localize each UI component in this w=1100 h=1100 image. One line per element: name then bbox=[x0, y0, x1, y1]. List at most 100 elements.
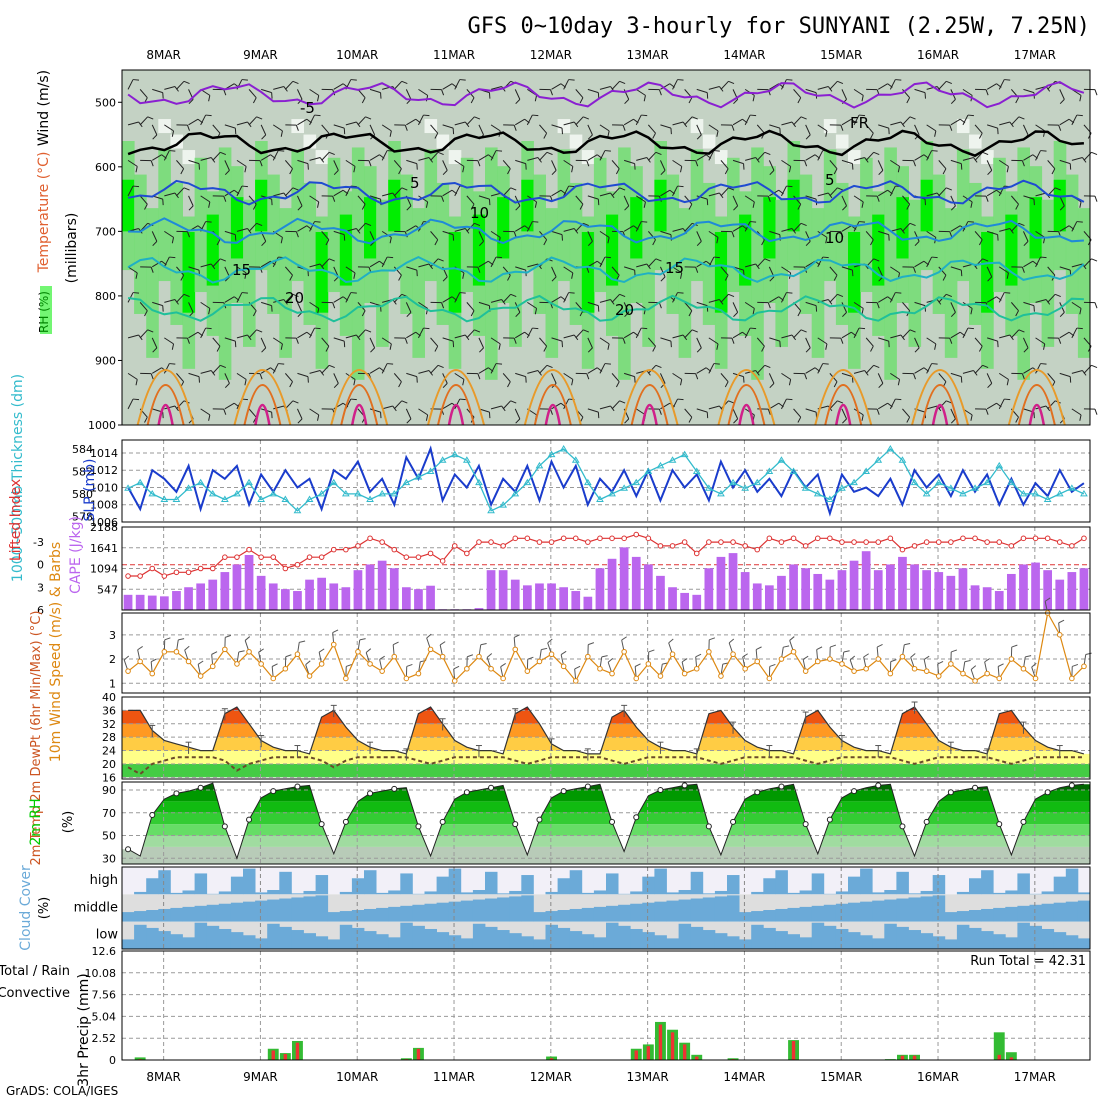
upper-wind-barb-flag bbox=[495, 256, 503, 259]
upper-wind-barb-flag bbox=[579, 310, 584, 317]
cape-bar bbox=[172, 591, 181, 610]
upper-wind-barb-flag bbox=[696, 347, 702, 353]
upper-wind-barb bbox=[672, 228, 684, 232]
upper-wind-barb bbox=[236, 334, 248, 339]
upper-wind-barb bbox=[986, 402, 997, 410]
upper-wind-barb bbox=[720, 373, 729, 383]
upper-wind-barb-flag bbox=[934, 343, 937, 350]
upper-wind-barb bbox=[176, 266, 185, 276]
upper-wind-barb-flag bbox=[805, 347, 811, 353]
upper-wind-barb bbox=[817, 256, 824, 268]
precip-run-total: Run Total = 42.31 bbox=[970, 954, 1086, 969]
upper-wind-barb-flag bbox=[728, 80, 735, 85]
wind-speed-point bbox=[790, 648, 797, 655]
upper-wind-barb-flag bbox=[1079, 95, 1082, 102]
upper-wind-barb bbox=[599, 256, 606, 268]
upper-wind-barb-flag bbox=[208, 308, 211, 315]
upper-wind-barb bbox=[599, 405, 611, 410]
upper-wind-barb bbox=[224, 124, 236, 129]
cloud-cell-middle bbox=[872, 900, 885, 922]
upper-wind-barb bbox=[829, 80, 838, 90]
upper-air-y-tick-label: 600 bbox=[95, 161, 116, 174]
upper-wind-barb-flag bbox=[261, 347, 267, 353]
upper-wind-barb bbox=[563, 159, 574, 167]
upper-wind-barb bbox=[502, 187, 512, 197]
upper-wind-barb bbox=[769, 124, 781, 129]
rh2m-point bbox=[972, 784, 979, 791]
rh2m-point bbox=[633, 814, 640, 821]
upper-wind-barb bbox=[974, 151, 983, 161]
cloud-cell-middle bbox=[763, 910, 776, 922]
upper-wind-barb bbox=[357, 329, 366, 339]
isotherm-5 bbox=[127, 179, 1085, 206]
cape-bar bbox=[898, 556, 907, 610]
upper-wind-barb-flag bbox=[724, 381, 729, 388]
upper-wind-barb-flag bbox=[477, 160, 481, 167]
upper-wind-barb-flag bbox=[1004, 79, 1011, 81]
cape-bar bbox=[946, 575, 956, 610]
wind-10m-barb-flag bbox=[843, 650, 850, 653]
upper-wind-barb-flag bbox=[295, 124, 299, 131]
wind-10m-barb-flag bbox=[816, 646, 823, 650]
date-label-bottom: 12MAR bbox=[530, 1070, 572, 1084]
precip-y-tick-label: 7.56 bbox=[92, 989, 117, 1002]
upper-wind-barb bbox=[950, 266, 962, 271]
cloud-cell-high bbox=[1041, 891, 1055, 895]
upper-wind-barb-flag bbox=[317, 95, 320, 102]
rh-moist-column bbox=[134, 174, 147, 314]
precip-convective-bar bbox=[646, 1046, 651, 1060]
upper-wind-barb bbox=[200, 263, 212, 268]
upper-wind-barb-flag bbox=[797, 97, 802, 104]
upper-wind-barb-flag bbox=[150, 266, 154, 273]
upper-wind-barb bbox=[551, 160, 557, 171]
upper-wind-barb bbox=[333, 124, 345, 129]
upper-wind-barb-flag bbox=[1059, 205, 1065, 211]
upper-wind-barb bbox=[1071, 114, 1078, 126]
upper-wind-barb-flag bbox=[220, 151, 227, 156]
upper-wind-barb-flag bbox=[978, 239, 983, 246]
upper-wind-barb bbox=[563, 266, 574, 274]
upper-wind-barb bbox=[442, 189, 453, 197]
upper-wind-barb-flag bbox=[186, 124, 190, 131]
upper-wind-barb bbox=[188, 266, 200, 271]
upper-wind-barb-flag bbox=[724, 168, 729, 175]
upper-wind-barb bbox=[599, 299, 611, 303]
upper-wind-barb-flag bbox=[800, 222, 807, 227]
upper-wind-barb-flag bbox=[950, 205, 956, 211]
temp-axis-label: 2m Temp 2m DewPt (6hr Min/Max) (°C) bbox=[29, 611, 44, 866]
upper-wind-barb-flag bbox=[1091, 151, 1098, 156]
cloud-cell-high bbox=[1053, 876, 1067, 895]
wind-10m-barb-flag bbox=[238, 650, 245, 653]
upper-wind-barb bbox=[890, 372, 900, 380]
cape-bar bbox=[305, 579, 314, 610]
upper-wind-barb-flag bbox=[398, 168, 402, 175]
upper-wind-barb bbox=[321, 124, 330, 134]
upper-wind-barb bbox=[248, 222, 257, 232]
upper-wind-barb-flag bbox=[135, 379, 138, 386]
upper-wind-barb-flag bbox=[1021, 373, 1025, 380]
lifted-point bbox=[681, 539, 688, 545]
rh-moist-column bbox=[424, 149, 438, 282]
cloud-cell-high bbox=[424, 891, 437, 895]
upper-wind-barb-flag bbox=[878, 170, 884, 176]
upper-wind-barb bbox=[527, 157, 539, 161]
cloud-cell-low bbox=[1077, 938, 1091, 949]
upper-wind-barb-flag bbox=[474, 222, 481, 227]
upper-wind-barb-flag bbox=[1058, 337, 1062, 344]
cloud-cell-middle bbox=[327, 912, 341, 922]
boundary-isotherm bbox=[921, 384, 959, 426]
wind-speed-point bbox=[899, 653, 906, 660]
chart-title: GFS 0~10day 3-hourly for SUNYANI (2.25W,… bbox=[467, 14, 1090, 39]
cloud-cell-high bbox=[472, 889, 486, 895]
upper-wind-barb bbox=[599, 230, 610, 238]
upper-wind-barb-flag bbox=[353, 379, 356, 386]
upper-wind-barb bbox=[1010, 329, 1020, 339]
cape-bar bbox=[825, 579, 835, 610]
temp-y-tick-label: 32 bbox=[102, 718, 116, 731]
upper-wind-barb-flag bbox=[256, 329, 263, 333]
thickness-y-tick-label: 578 bbox=[72, 510, 93, 523]
cloud-cell-high bbox=[751, 891, 764, 895]
cloud-cell-middle bbox=[956, 911, 970, 922]
upper-wind-barb-flag bbox=[586, 373, 590, 380]
upper-wind-barb bbox=[406, 266, 418, 271]
